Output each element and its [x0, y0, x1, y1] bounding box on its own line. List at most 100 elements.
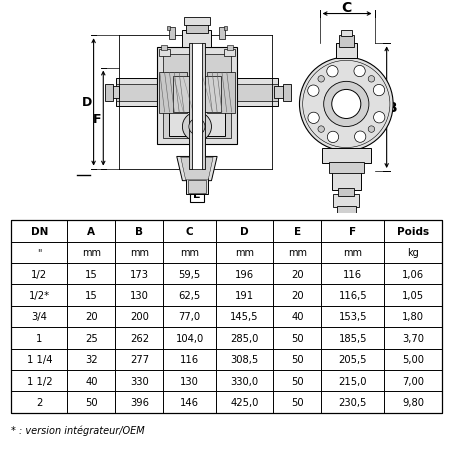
- Bar: [206, 73, 235, 114]
- Text: mm: mm: [82, 248, 101, 258]
- Circle shape: [353, 66, 364, 78]
- Text: 116,5: 116,5: [338, 290, 366, 300]
- Circle shape: [331, 90, 360, 119]
- Bar: [159, 50, 170, 56]
- Circle shape: [323, 82, 368, 127]
- Text: 3,70: 3,70: [401, 333, 423, 343]
- Bar: [116, 79, 160, 107]
- Text: 145,5: 145,5: [230, 312, 258, 322]
- Text: 1,05: 1,05: [401, 290, 423, 300]
- Text: 230,5: 230,5: [338, 397, 366, 407]
- Text: 1/2*: 1/2*: [29, 290, 50, 300]
- Text: * : version intégrateur/OEM: * : version intégrateur/OEM: [11, 425, 145, 435]
- Text: 1,06: 1,06: [401, 269, 423, 279]
- Text: mm: mm: [129, 248, 148, 258]
- Circle shape: [182, 113, 211, 142]
- Text: 173: 173: [129, 269, 148, 279]
- Text: mm: mm: [287, 248, 306, 258]
- Text: 185,5: 185,5: [338, 333, 366, 343]
- Bar: [168, 28, 175, 40]
- Circle shape: [373, 85, 384, 97]
- Text: 5,00: 5,00: [401, 354, 423, 364]
- Text: 25: 25: [85, 333, 97, 343]
- Text: mm: mm: [343, 248, 362, 258]
- Bar: [340, 31, 351, 37]
- Bar: [182, 31, 211, 48]
- Text: 330,0: 330,0: [230, 376, 258, 386]
- Bar: [223, 27, 226, 31]
- Text: 59,5: 59,5: [178, 269, 200, 279]
- Text: 2: 2: [36, 397, 42, 407]
- Text: D: D: [240, 226, 249, 236]
- Text: B: B: [386, 101, 397, 115]
- Bar: [339, 216, 352, 234]
- Text: 116: 116: [343, 269, 362, 279]
- Text: mm: mm: [179, 248, 198, 258]
- Bar: [116, 85, 160, 101]
- Text: 104,0: 104,0: [175, 333, 203, 343]
- Bar: [163, 55, 230, 138]
- Text: 1: 1: [36, 333, 42, 343]
- Text: 116: 116: [179, 354, 199, 364]
- Text: 205,5: 205,5: [338, 354, 366, 364]
- Bar: [167, 27, 170, 31]
- Bar: [328, 163, 363, 174]
- Text: 50: 50: [290, 333, 303, 343]
- Bar: [218, 28, 225, 40]
- Bar: [11, 221, 441, 413]
- Text: 1 1/2: 1 1/2: [27, 376, 52, 386]
- Text: ": ": [37, 248, 41, 258]
- Bar: [336, 206, 355, 217]
- Bar: [331, 172, 360, 190]
- Circle shape: [317, 127, 324, 133]
- Circle shape: [299, 58, 392, 152]
- Bar: [192, 44, 201, 169]
- Text: 15: 15: [85, 269, 97, 279]
- Circle shape: [368, 127, 374, 133]
- Text: E: E: [293, 226, 300, 236]
- Bar: [189, 44, 205, 169]
- Text: 153,5: 153,5: [338, 312, 366, 322]
- Bar: [233, 85, 277, 101]
- Text: 50: 50: [290, 354, 303, 364]
- Text: 7,00: 7,00: [401, 376, 423, 386]
- Circle shape: [354, 132, 365, 143]
- Bar: [338, 36, 353, 47]
- Bar: [337, 189, 354, 197]
- Text: E: E: [193, 190, 200, 200]
- Text: 191: 191: [235, 290, 253, 300]
- Text: 20: 20: [290, 269, 303, 279]
- Circle shape: [368, 76, 374, 83]
- Text: 77,0: 77,0: [178, 312, 200, 322]
- Bar: [168, 113, 225, 137]
- Bar: [335, 44, 356, 59]
- Text: 308,5: 308,5: [230, 354, 258, 364]
- Text: 396: 396: [129, 397, 148, 407]
- Bar: [188, 180, 205, 193]
- Polygon shape: [180, 158, 212, 180]
- Bar: [172, 77, 221, 113]
- Text: 330: 330: [130, 376, 148, 386]
- Text: 130: 130: [130, 290, 148, 300]
- Text: 50: 50: [290, 397, 303, 407]
- Text: Poids: Poids: [396, 226, 428, 236]
- Text: 40: 40: [85, 376, 97, 386]
- Bar: [282, 85, 290, 101]
- Text: A: A: [341, 179, 350, 189]
- Bar: [105, 85, 113, 101]
- Bar: [160, 46, 167, 51]
- Text: 20: 20: [290, 290, 303, 300]
- Text: 200: 200: [130, 312, 148, 322]
- Circle shape: [307, 113, 318, 124]
- Bar: [191, 137, 202, 161]
- Text: 146: 146: [179, 397, 198, 407]
- Bar: [333, 195, 359, 208]
- Bar: [110, 87, 119, 99]
- Text: B: B: [135, 226, 143, 236]
- Text: 196: 196: [235, 269, 253, 279]
- Bar: [189, 137, 205, 161]
- Bar: [226, 46, 233, 51]
- Text: A: A: [87, 226, 95, 236]
- Text: 62,5: 62,5: [178, 290, 200, 300]
- Circle shape: [327, 132, 338, 143]
